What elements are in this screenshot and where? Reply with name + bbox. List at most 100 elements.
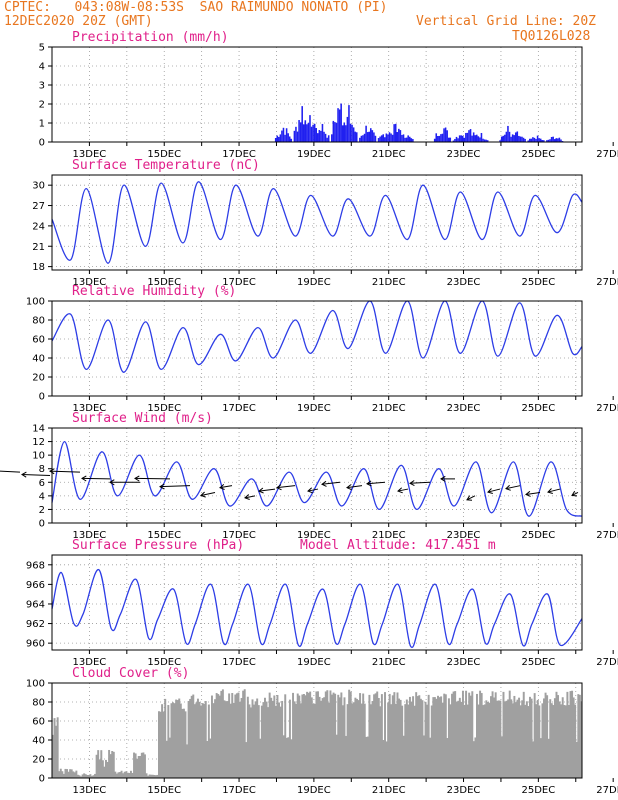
cloud-bar — [81, 774, 84, 778]
precip-bar — [404, 137, 406, 142]
precip-bar — [560, 139, 562, 142]
x-tick-label: 25DEC — [521, 277, 555, 288]
cloud-bar — [541, 703, 544, 778]
y-tick-label: 10 — [32, 451, 45, 462]
x-tick-label: 19DEC — [297, 657, 331, 668]
cloud-bar — [553, 698, 556, 778]
cloud-bar — [482, 705, 485, 778]
y-tick-label: 3 — [39, 81, 45, 92]
precip-bar — [307, 122, 310, 142]
wind-arrow — [366, 481, 386, 485]
precip-bar — [371, 130, 374, 142]
cloud-bar — [123, 771, 126, 778]
cloud-bar — [476, 693, 478, 778]
precip-bar — [365, 125, 367, 142]
cloud-bar — [56, 717, 59, 778]
cloud-bar — [214, 699, 217, 778]
cloud-bar — [296, 693, 299, 778]
cloud-bar — [338, 697, 341, 778]
cloud-bar — [524, 704, 527, 778]
cloud-bar — [201, 703, 204, 778]
panel-frame-rh — [51, 300, 583, 397]
x-tick-label: 13DEC — [73, 530, 107, 541]
cloud-bar — [413, 705, 416, 778]
x-tick-label: 23DEC — [447, 277, 481, 288]
cloud-bar — [412, 696, 415, 778]
cloud-bar — [329, 690, 332, 778]
precip-bar — [394, 123, 397, 142]
cloud-bar — [341, 705, 344, 778]
precip-bar — [486, 140, 489, 142]
cloud-bar — [575, 741, 578, 778]
cloud-bar — [544, 692, 547, 778]
precip-bar — [354, 131, 356, 142]
cloud-bar — [245, 742, 248, 778]
cloud-bar — [156, 774, 159, 778]
cloud-bar — [421, 700, 424, 778]
precip-bar — [293, 130, 296, 142]
y-tick-label: 2 — [39, 100, 45, 111]
cloud-bar — [483, 704, 486, 778]
cloud-bar — [404, 704, 407, 778]
precip-bar — [278, 136, 280, 142]
x-tick-label: 27DEC — [596, 149, 618, 160]
cloud-bar — [69, 769, 72, 778]
cloud-bar — [563, 705, 566, 778]
precip-bar — [410, 138, 413, 142]
precip-bar — [514, 132, 517, 142]
panel-title-precip: Precipitation (mm/h) — [72, 30, 229, 45]
cloud-bar — [206, 740, 209, 778]
cloud-bar — [472, 741, 475, 778]
precip-bar — [441, 133, 444, 142]
x-tick-label: 21DEC — [372, 149, 406, 160]
y-tick-label: 18 — [32, 262, 45, 273]
y-tick-label: 0 — [39, 519, 45, 530]
precip-bar — [321, 123, 324, 142]
cloud-bar — [527, 706, 530, 778]
precip-bar — [408, 136, 411, 142]
precip-bar — [444, 127, 447, 142]
x-tick-label: 27DEC — [596, 785, 618, 796]
cloud-bar — [463, 704, 466, 778]
cloud-bar — [158, 711, 160, 778]
precip-bar — [391, 134, 394, 142]
cloud-bar — [189, 698, 192, 778]
precip-bar — [290, 138, 293, 142]
cloud-bar — [536, 699, 539, 778]
cloud-bar — [497, 700, 500, 778]
cloud-bar — [106, 761, 109, 778]
precip-bar — [513, 135, 515, 142]
cloud-bar — [215, 693, 218, 778]
cloud-bar — [321, 698, 324, 778]
wind-arrow-head — [81, 475, 87, 482]
precip-bar — [390, 133, 392, 142]
wind-arrow — [466, 495, 476, 501]
precip-bar — [398, 128, 400, 142]
cloud-bar — [232, 702, 235, 778]
y-tick-label: 964 — [26, 599, 45, 610]
cloud-bar — [530, 698, 533, 778]
precip-bar — [348, 105, 350, 142]
cloud-bar — [284, 694, 287, 778]
precip-bar — [532, 137, 534, 142]
cloud-bar — [90, 775, 93, 778]
cloud-bar — [279, 706, 282, 778]
cloud-bar — [133, 752, 136, 778]
y-tick-label: 60 — [32, 717, 45, 728]
y-tick-label: 8 — [39, 464, 45, 475]
precip-bar — [499, 140, 501, 142]
cloud-bar — [435, 698, 438, 778]
cloud-bar — [304, 695, 307, 778]
cloud-bar — [200, 705, 203, 778]
wind-arrow-head — [440, 475, 446, 482]
cloud-bar — [94, 773, 97, 778]
cloud-bar — [360, 703, 363, 778]
cloud-bar — [190, 695, 193, 778]
cloud-bar — [161, 704, 164, 778]
x-tick-label: 19DEC — [297, 785, 331, 796]
precip-bar — [337, 108, 339, 142]
cloud-bar — [500, 736, 503, 778]
x-tick-label: 19DEC — [297, 149, 331, 160]
precip-bar — [437, 136, 439, 142]
cloud-bar — [455, 701, 458, 778]
